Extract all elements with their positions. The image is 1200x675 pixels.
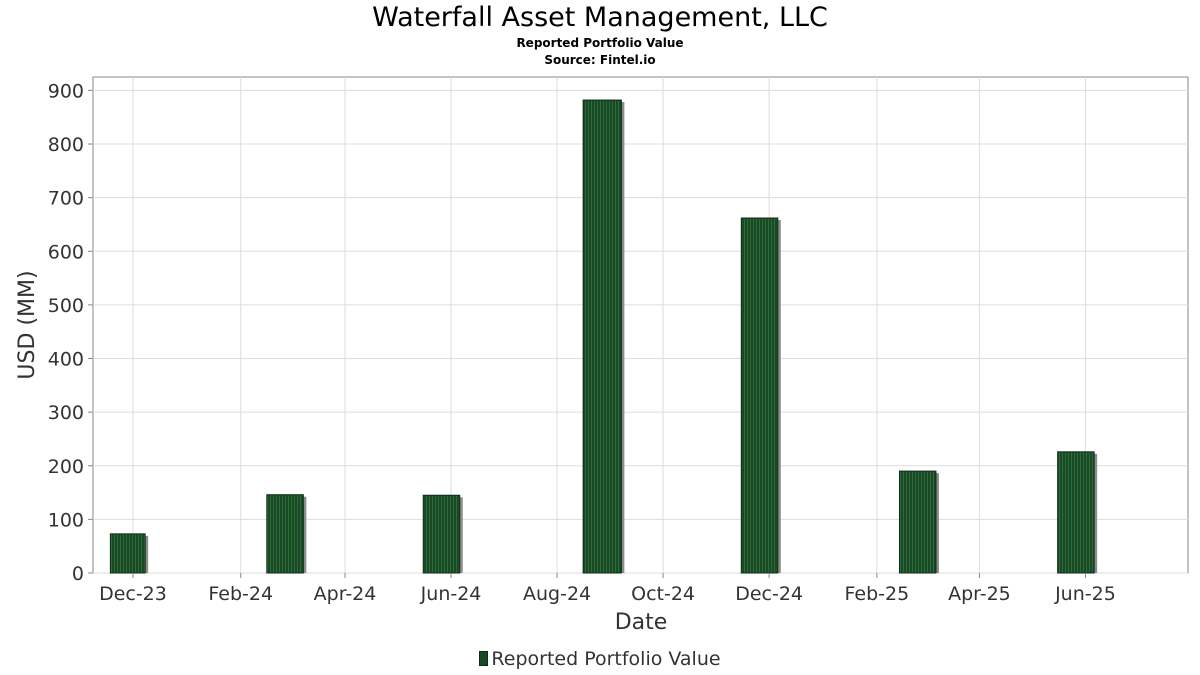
x-tick-label: Apr-25: [948, 583, 1011, 605]
x-tick-label: Feb-24: [208, 583, 273, 605]
bars: [109, 99, 1098, 574]
x-axis: Dec-23 Feb-24 Apr-24 Jun-24 Aug-24 Oct-24 Dec-…: [99, 573, 1116, 605]
bar-body: [266, 494, 304, 574]
bar: [1057, 451, 1098, 574]
chart-title: Waterfall Asset Management, LLC: [372, 2, 828, 33]
y-axis: 0 100 200 300 400 500 600 700 800 900: [48, 80, 93, 585]
bar: [422, 494, 463, 574]
bar-body: [898, 470, 937, 574]
x-tick-label: Dec-24: [735, 583, 803, 605]
x-tick-label: Jun-24: [420, 583, 482, 605]
x-tick-label: Oct-24: [631, 583, 695, 605]
y-tick-label: 200: [48, 456, 84, 478]
chart-source: Source: Fintel.io: [544, 53, 656, 67]
legend-swatch: [479, 651, 489, 666]
y-tick-label: 700: [48, 188, 84, 210]
legend-label: Reported Portfolio Value: [491, 648, 721, 670]
y-tick-label: 300: [48, 402, 84, 424]
chart-subtitle: Reported Portfolio Value: [516, 36, 684, 50]
y-tick-label: 900: [48, 80, 84, 102]
x-tick-label: Apr-24: [314, 583, 377, 605]
y-tick-label: 600: [48, 241, 84, 263]
y-tick-label: 800: [48, 134, 84, 156]
bar-body: [109, 533, 146, 574]
x-tick-label: Dec-23: [99, 583, 167, 605]
x-tick-label: Feb-25: [845, 583, 910, 605]
y-tick-label: 100: [48, 509, 84, 531]
bar-body: [582, 99, 622, 574]
bar-body: [740, 217, 779, 574]
bar: [582, 99, 625, 574]
y-tick-label: 500: [48, 295, 84, 317]
y-axis-title: USD (MM): [15, 270, 40, 379]
bar-body: [1057, 451, 1095, 574]
bar: [898, 470, 939, 574]
bar-body: [422, 494, 461, 574]
bar: [109, 533, 149, 574]
y-tick-label: 0: [72, 563, 84, 585]
plot-area: [92, 76, 1189, 574]
x-axis-title: Date: [615, 610, 668, 635]
x-tick-label: Aug-24: [523, 583, 591, 605]
x-tick-label: Jun-25: [1054, 583, 1116, 605]
y-tick-label: 400: [48, 349, 84, 371]
bar: [740, 217, 781, 574]
bar: [266, 494, 307, 574]
legend: Reported Portfolio Value: [0, 648, 1200, 670]
